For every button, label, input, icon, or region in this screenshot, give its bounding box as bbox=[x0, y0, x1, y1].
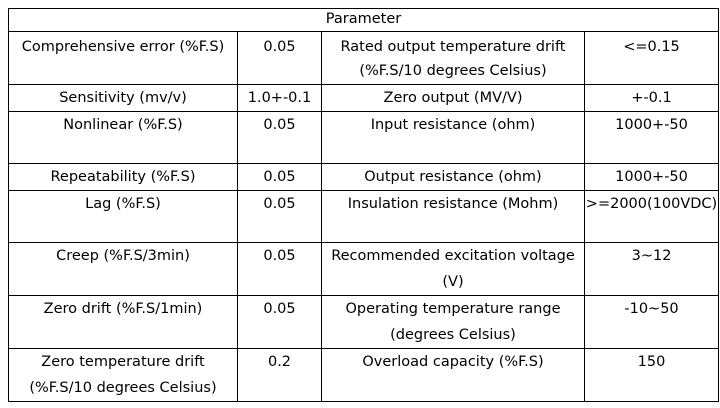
param-value: 0.2 bbox=[237, 348, 322, 402]
param-value: 1000+-50 bbox=[583, 111, 720, 164]
table-row: Comprehensive error (%F.S) 0.05 Rated ou… bbox=[8, 31, 720, 85]
param-value: 0.05 bbox=[237, 295, 322, 349]
param-value: >=2000(100VDC) bbox=[583, 190, 720, 243]
param-name: Operating temperature range (degrees Cel… bbox=[321, 295, 585, 349]
param-name: Zero temperature drift (%F.S/10 degrees … bbox=[8, 348, 238, 402]
param-name: Output resistance (ohm) bbox=[321, 163, 585, 191]
param-name: Rated output temperature drift (%F.S/10 … bbox=[321, 31, 585, 85]
param-value: <=0.15 bbox=[583, 31, 720, 85]
param-name: Sensitivity (mv/v) bbox=[8, 84, 238, 112]
table-header-row: Parameter bbox=[7, 8, 720, 32]
param-name: Input resistance (ohm) bbox=[321, 111, 585, 164]
param-value: 1.0+-0.1 bbox=[237, 84, 322, 112]
param-value: 0.05 bbox=[237, 163, 322, 191]
table-row: Zero drift (%F.S/1min) 0.05 Operating te… bbox=[8, 295, 720, 349]
table-row: Sensitivity (mv/v) 1.0+-0.1 Zero output … bbox=[8, 84, 720, 112]
parameter-table: Parameter Comprehensive error (%F.S) 0.0… bbox=[7, 8, 720, 402]
param-name: Creep (%F.S/3min) bbox=[8, 242, 238, 296]
param-name: Nonlinear (%F.S) bbox=[8, 111, 238, 164]
param-value: 0.05 bbox=[237, 31, 322, 85]
table-row: Zero temperature drift (%F.S/10 degrees … bbox=[8, 348, 720, 402]
table-row: Creep (%F.S/3min) 0.05 Recommended excit… bbox=[8, 242, 720, 296]
param-value-text: >=2000(100VDC) bbox=[585, 196, 718, 212]
param-name: Comprehensive error (%F.S) bbox=[8, 31, 238, 85]
param-name: Recommended excitation voltage (V) bbox=[321, 242, 585, 296]
param-value: 150 bbox=[583, 348, 720, 402]
param-name: Zero drift (%F.S/1min) bbox=[8, 295, 238, 349]
param-value: 1000+-50 bbox=[583, 163, 720, 191]
table-row: Lag (%F.S) 0.05 Insulation resistance (M… bbox=[8, 190, 720, 243]
param-name: Overload capacity (%F.S) bbox=[321, 348, 585, 402]
param-value: 0.05 bbox=[237, 242, 322, 296]
table-header: Parameter bbox=[7, 8, 720, 32]
param-name: Lag (%F.S) bbox=[8, 190, 238, 243]
param-name: Zero output (MV/V) bbox=[321, 84, 585, 112]
table-row: Nonlinear (%F.S) 0.05 Input resistance (… bbox=[8, 111, 720, 164]
param-value: 0.05 bbox=[237, 190, 322, 243]
table-row: Repeatability (%F.S) 0.05 Output resista… bbox=[8, 163, 720, 191]
param-value: -10~50 bbox=[583, 295, 720, 349]
param-value: 0.05 bbox=[237, 111, 322, 164]
param-value: +-0.1 bbox=[583, 84, 720, 112]
param-name: Repeatability (%F.S) bbox=[8, 163, 238, 191]
param-value: 3~12 bbox=[583, 242, 720, 296]
param-name: Insulation resistance (Mohm) bbox=[321, 190, 585, 243]
